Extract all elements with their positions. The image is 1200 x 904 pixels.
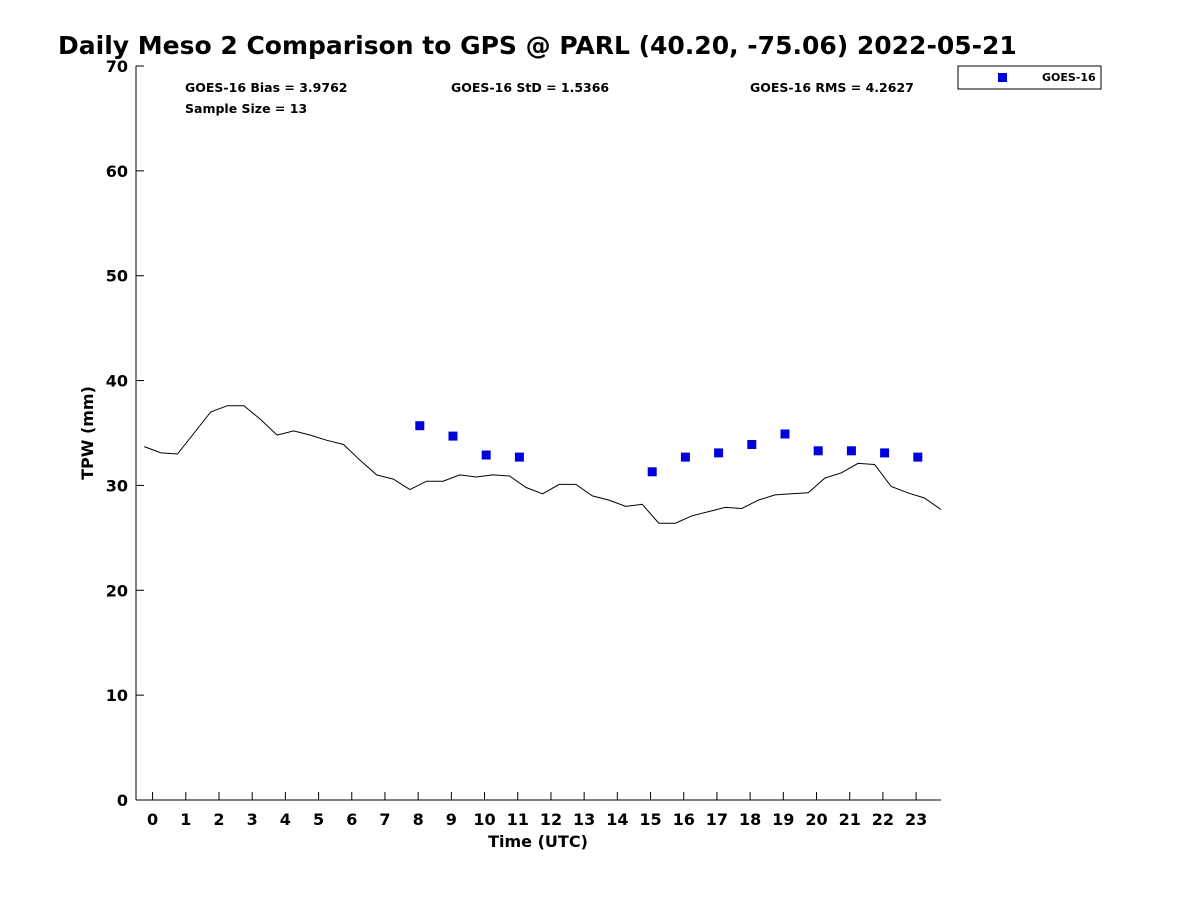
x-tick-label: 14: [606, 810, 628, 829]
x-tick-label: 1: [180, 810, 191, 829]
y-tick-label: 20: [106, 581, 128, 600]
y-tick-label: 70: [106, 57, 128, 76]
goes16-point: [714, 448, 724, 458]
axes: [135, 66, 941, 801]
legend-entry-goes16: GOES-16: [1042, 71, 1096, 84]
goes16-point: [680, 452, 690, 462]
stat-std: GOES-16 StD = 1.5366: [451, 80, 609, 95]
x-tick-label: 23: [905, 810, 927, 829]
y-tick-label: 60: [106, 162, 128, 181]
y-tick-label: 40: [106, 372, 128, 391]
y-tick-label: 10: [106, 686, 128, 705]
x-tick-label: 0: [147, 810, 158, 829]
x-tick-label: 12: [540, 810, 562, 829]
x-tick-label: 9: [446, 810, 457, 829]
legend: GOES-16: [957, 65, 1102, 90]
x-tick-label: 17: [706, 810, 728, 829]
goes16-point: [880, 448, 890, 458]
x-tick-label: 21: [839, 810, 861, 829]
x-tick-label: 20: [805, 810, 827, 829]
chart-title: Daily Meso 2 Comparison to GPS @ PARL (4…: [58, 31, 1017, 60]
x-tick-label: 15: [639, 810, 661, 829]
goes16-point: [747, 440, 757, 449]
x-tick-label: 19: [772, 810, 794, 829]
x-tick-label: 22: [872, 810, 894, 829]
x-tick-label: 11: [507, 810, 529, 829]
x-axis-label: Time (UTC): [488, 832, 588, 851]
stat-rms: GOES-16 RMS = 4.2627: [750, 80, 914, 95]
x-axis-ticks: 0 1 2 3 4 5 6 7 8 9 10 11 12 13 14 15 16 17 18 19 20 21 22 23: [147, 792, 927, 829]
x-tick-label: 5: [313, 810, 324, 829]
legend-marker-square-icon: [998, 73, 1007, 82]
x-tick-label: 16: [673, 810, 695, 829]
goes16-point: [448, 431, 458, 441]
x-tick-label: 3: [247, 810, 258, 829]
goes16-point: [415, 421, 425, 431]
goes16-series: [415, 421, 923, 477]
stat-sample-size: Sample Size = 13: [185, 101, 307, 116]
x-tick-label: 7: [379, 810, 390, 829]
goes16-point: [780, 429, 790, 439]
x-tick-label: 4: [280, 810, 291, 829]
x-tick-label: 6: [346, 810, 357, 829]
legend-box: [957, 65, 1102, 90]
gps-line: [144, 405, 942, 524]
gps-series: [144, 405, 942, 524]
stat-bias: GOES-16 Bias = 3.9762: [185, 80, 347, 95]
goes16-point: [514, 452, 524, 462]
x-tick-label: 2: [213, 810, 224, 829]
y-axis-label: TPW (mm): [78, 386, 97, 480]
y-tick-label: 30: [106, 476, 128, 495]
goes16-point: [813, 446, 823, 456]
x-tick-label: 8: [413, 810, 424, 829]
y-tick-label: 50: [106, 267, 128, 286]
x-tick-label: 10: [473, 810, 495, 829]
x-tick-label: 13: [573, 810, 595, 829]
goes16-point: [913, 452, 923, 462]
goes16-point: [647, 467, 657, 477]
goes16-point: [846, 446, 856, 456]
goes16-point: [481, 450, 491, 460]
y-tick-label: 0: [117, 791, 128, 810]
x-tick-label: 18: [739, 810, 761, 829]
y-axis-ticks: 0 10 20 30 40 50 60 70: [106, 57, 144, 810]
